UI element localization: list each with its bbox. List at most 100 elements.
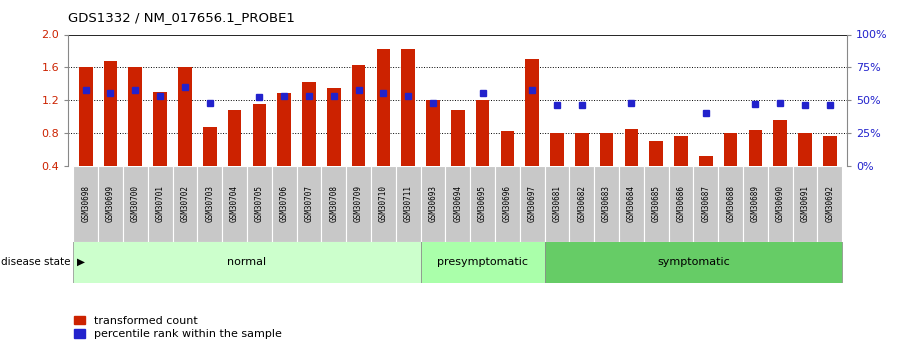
FancyBboxPatch shape (247, 166, 271, 242)
Text: GSM30709: GSM30709 (354, 185, 363, 222)
Bar (500, 131, 514, 166)
Bar (352, 65, 365, 166)
Bar (724, 133, 738, 166)
FancyBboxPatch shape (594, 166, 619, 242)
Text: GSM30708: GSM30708 (329, 185, 338, 222)
Text: GSM30699: GSM30699 (106, 185, 115, 222)
Bar (104, 61, 118, 166)
FancyBboxPatch shape (73, 166, 98, 242)
Bar (178, 67, 191, 166)
FancyBboxPatch shape (297, 166, 322, 242)
Bar (203, 127, 217, 166)
FancyBboxPatch shape (98, 166, 123, 242)
FancyBboxPatch shape (768, 166, 793, 242)
Text: GSM30696: GSM30696 (503, 185, 512, 222)
Bar (674, 136, 688, 166)
Bar (550, 133, 564, 166)
FancyBboxPatch shape (322, 166, 346, 242)
Text: presymptomatic: presymptomatic (437, 257, 528, 267)
Bar (228, 110, 241, 166)
Bar (252, 104, 266, 166)
Text: disease state  ▶: disease state ▶ (1, 257, 85, 267)
Text: GSM30695: GSM30695 (478, 185, 487, 222)
Bar (277, 93, 291, 166)
Bar (650, 141, 663, 166)
FancyBboxPatch shape (793, 166, 817, 242)
Bar (153, 92, 167, 166)
Bar (625, 129, 639, 166)
FancyBboxPatch shape (743, 166, 768, 242)
FancyBboxPatch shape (148, 166, 172, 242)
FancyBboxPatch shape (445, 166, 470, 242)
Bar (599, 133, 613, 166)
FancyBboxPatch shape (520, 166, 545, 242)
FancyBboxPatch shape (123, 166, 148, 242)
Bar (426, 100, 440, 166)
Text: GSM30681: GSM30681 (552, 185, 561, 222)
Text: GSM30700: GSM30700 (131, 185, 139, 222)
Bar (749, 130, 763, 166)
Text: GSM30698: GSM30698 (81, 185, 90, 222)
Text: GSM30694: GSM30694 (454, 185, 462, 222)
FancyBboxPatch shape (371, 166, 395, 242)
Bar (302, 82, 316, 166)
FancyBboxPatch shape (644, 166, 669, 242)
FancyBboxPatch shape (73, 241, 421, 283)
FancyBboxPatch shape (693, 166, 718, 242)
FancyBboxPatch shape (545, 241, 843, 283)
Bar (376, 49, 390, 166)
Text: GSM30685: GSM30685 (651, 185, 660, 222)
FancyBboxPatch shape (619, 166, 644, 242)
Text: GSM30697: GSM30697 (527, 185, 537, 222)
Bar (798, 133, 812, 166)
Bar (699, 156, 712, 166)
Text: GSM30690: GSM30690 (776, 185, 784, 222)
Text: GSM30701: GSM30701 (156, 185, 165, 222)
Text: normal: normal (228, 257, 267, 267)
Text: GSM30683: GSM30683 (602, 185, 611, 222)
FancyBboxPatch shape (495, 166, 520, 242)
FancyBboxPatch shape (817, 166, 843, 242)
Text: GSM30705: GSM30705 (255, 185, 264, 222)
Bar (128, 67, 142, 166)
Text: GDS1332 / NM_017656.1_PROBE1: GDS1332 / NM_017656.1_PROBE1 (68, 11, 295, 24)
FancyBboxPatch shape (569, 166, 594, 242)
Bar (773, 120, 787, 166)
Bar (575, 133, 589, 166)
Text: GSM30706: GSM30706 (280, 185, 289, 222)
Bar (79, 67, 93, 166)
Text: GSM30707: GSM30707 (304, 185, 313, 222)
Text: GSM30682: GSM30682 (578, 185, 587, 222)
FancyBboxPatch shape (545, 166, 569, 242)
FancyBboxPatch shape (346, 166, 371, 242)
FancyBboxPatch shape (271, 166, 297, 242)
Text: GSM30703: GSM30703 (205, 185, 214, 222)
Text: GSM30687: GSM30687 (701, 185, 711, 222)
FancyBboxPatch shape (470, 166, 495, 242)
Bar (526, 59, 539, 166)
Text: GSM30691: GSM30691 (801, 185, 810, 222)
Bar (327, 88, 341, 166)
Text: GSM30711: GSM30711 (404, 185, 413, 222)
Text: GSM30684: GSM30684 (627, 185, 636, 222)
Bar (451, 110, 465, 166)
Text: GSM30689: GSM30689 (751, 185, 760, 222)
FancyBboxPatch shape (395, 166, 421, 242)
Bar (823, 136, 836, 166)
Legend: transformed count, percentile rank within the sample: transformed count, percentile rank withi… (74, 316, 281, 339)
FancyBboxPatch shape (198, 166, 222, 242)
FancyBboxPatch shape (718, 166, 743, 242)
FancyBboxPatch shape (222, 166, 247, 242)
Bar (402, 49, 415, 166)
FancyBboxPatch shape (421, 166, 445, 242)
Text: GSM30702: GSM30702 (180, 185, 189, 222)
Text: GSM30692: GSM30692 (825, 185, 834, 222)
FancyBboxPatch shape (421, 241, 545, 283)
Text: symptomatic: symptomatic (657, 257, 730, 267)
Bar (476, 100, 489, 166)
Text: GSM30710: GSM30710 (379, 185, 388, 222)
Text: GSM30686: GSM30686 (677, 185, 686, 222)
Text: GSM30693: GSM30693 (428, 185, 437, 222)
Text: GSM30688: GSM30688 (726, 185, 735, 222)
Text: GSM30704: GSM30704 (230, 185, 239, 222)
